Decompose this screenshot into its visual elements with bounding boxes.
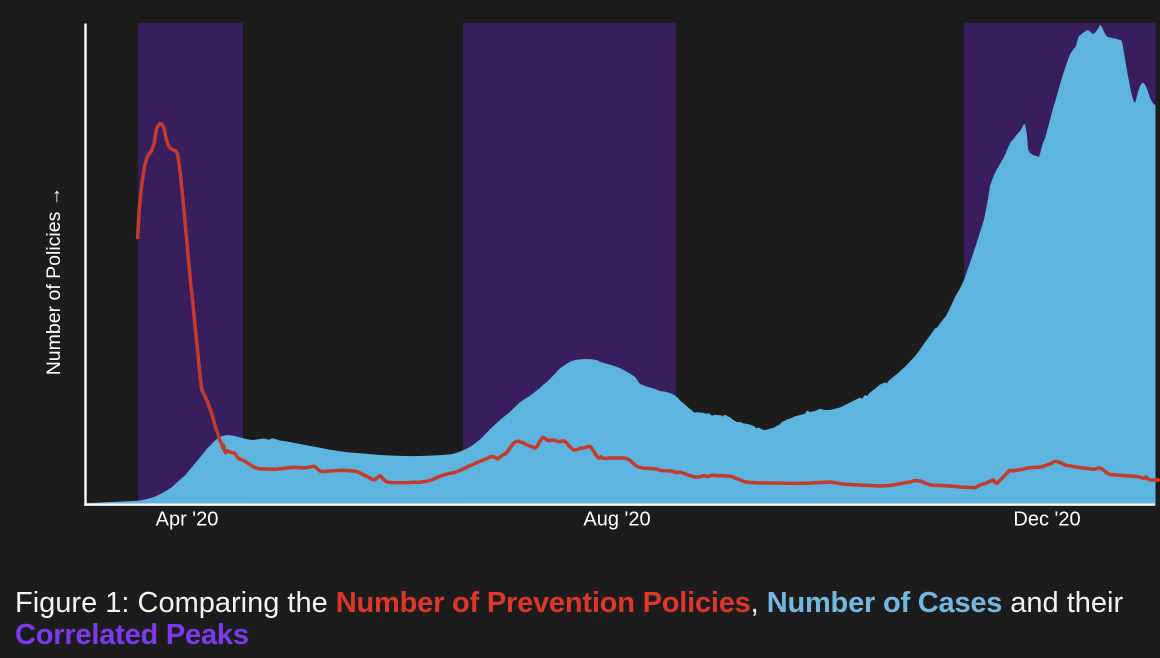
svg-text:Dec '20: Dec '20 — [1013, 508, 1080, 530]
svg-text:Number of Policies →: Number of Policies → — [43, 187, 65, 376]
svg-text:Aug '20: Aug '20 — [583, 508, 650, 530]
svg-text:Apr '20: Apr '20 — [156, 508, 219, 530]
